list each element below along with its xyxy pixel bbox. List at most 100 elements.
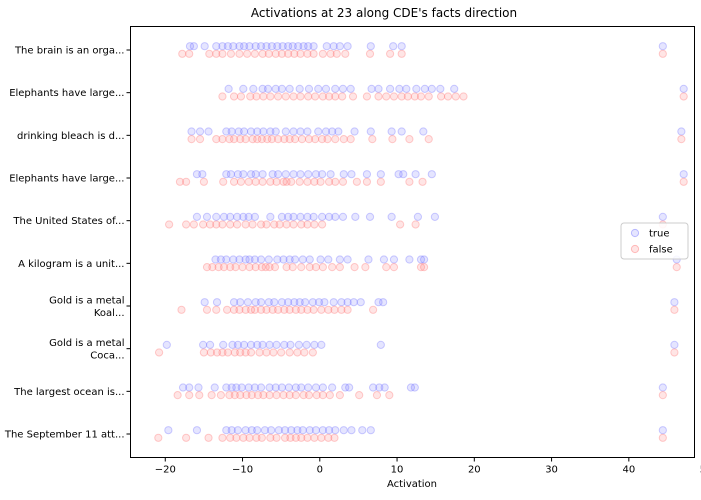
data-point <box>317 305 326 314</box>
data-point <box>284 212 293 221</box>
data-point <box>258 340 267 349</box>
data-point <box>387 127 396 136</box>
data-point <box>262 220 271 229</box>
data-point <box>200 298 209 307</box>
data-point <box>235 42 244 51</box>
data-point <box>281 127 290 136</box>
data-point <box>341 383 350 392</box>
data-point <box>258 177 267 186</box>
data-point <box>263 84 273 93</box>
data-point <box>374 84 383 93</box>
data-point <box>195 127 205 136</box>
data-point <box>236 391 245 400</box>
y-tick-label: Elephants have large... <box>9 88 124 99</box>
data-point <box>199 220 208 229</box>
data-point <box>335 263 344 272</box>
data-point <box>256 42 266 51</box>
data-point <box>287 426 296 435</box>
data-point <box>413 212 423 221</box>
data-point <box>416 263 426 272</box>
data-point <box>239 170 248 179</box>
data-point <box>351 212 360 221</box>
data-point <box>406 383 416 392</box>
data-point <box>324 433 333 442</box>
data-point <box>178 383 188 392</box>
data-point <box>222 383 231 392</box>
data-point <box>238 263 247 272</box>
x-tick-label: 0 <box>317 465 323 476</box>
data-point <box>297 263 306 272</box>
data-point <box>343 255 352 264</box>
data-point <box>185 391 194 400</box>
data-point <box>289 220 298 229</box>
data-point <box>212 135 221 144</box>
data-point <box>218 220 227 229</box>
data-point <box>251 42 260 51</box>
data-point <box>253 135 262 144</box>
data-point <box>266 177 275 186</box>
data-point <box>348 92 358 101</box>
data-point <box>270 220 279 229</box>
data-point <box>309 212 318 221</box>
data-point <box>284 383 293 392</box>
data-point <box>185 42 195 51</box>
data-point <box>335 391 344 400</box>
data-point <box>284 49 293 58</box>
data-point <box>242 391 251 400</box>
data-point <box>277 383 287 392</box>
data-point <box>271 49 280 58</box>
data-point <box>194 383 203 392</box>
data-point <box>198 170 207 179</box>
y-axis: The brain is an orga... Elephants have la… <box>4 46 131 441</box>
data-point <box>265 340 274 349</box>
data-point <box>204 127 213 136</box>
data-point <box>374 298 383 307</box>
data-point <box>187 127 196 136</box>
data-point <box>323 135 332 144</box>
data-point <box>268 170 277 179</box>
y-tick-label: Elephants have large... <box>9 174 124 185</box>
data-point <box>389 92 399 101</box>
data-point <box>289 170 298 179</box>
data-point <box>212 220 221 229</box>
data-point <box>229 298 239 307</box>
data-point <box>303 433 312 442</box>
data-point <box>250 383 259 392</box>
data-point <box>175 177 185 186</box>
data-point <box>270 298 279 307</box>
data-point <box>239 340 249 349</box>
y-tick-label: The September 11 att... <box>4 430 125 441</box>
data-point <box>331 92 340 101</box>
data-point <box>368 135 377 144</box>
data-point <box>311 170 321 179</box>
data-point <box>280 305 289 314</box>
y-tick-label: Gold is a metal <box>49 295 124 306</box>
data-point <box>250 212 259 221</box>
data-point <box>305 263 314 272</box>
data-point <box>343 298 352 307</box>
data-point <box>318 135 327 144</box>
data-point <box>226 433 235 442</box>
data-point <box>264 298 273 307</box>
data-point <box>192 212 202 221</box>
data-point <box>154 348 164 357</box>
data-point <box>341 49 350 58</box>
data-point <box>282 177 291 186</box>
data-point <box>310 220 319 229</box>
x-tick-label: 30 <box>545 465 558 476</box>
data-point <box>279 391 288 400</box>
data-point <box>679 177 688 186</box>
data-point <box>219 340 228 349</box>
data-point <box>245 42 254 51</box>
data-point <box>253 127 262 136</box>
data-point <box>202 212 212 221</box>
data-point <box>366 426 375 435</box>
data-point <box>368 383 378 392</box>
data-point <box>294 42 303 51</box>
data-point <box>299 42 308 51</box>
data-point <box>256 383 266 392</box>
y-tick-label: Koal... <box>94 308 125 319</box>
data-point <box>248 220 257 229</box>
legend-marker-true <box>630 228 640 238</box>
data-point <box>239 212 248 221</box>
